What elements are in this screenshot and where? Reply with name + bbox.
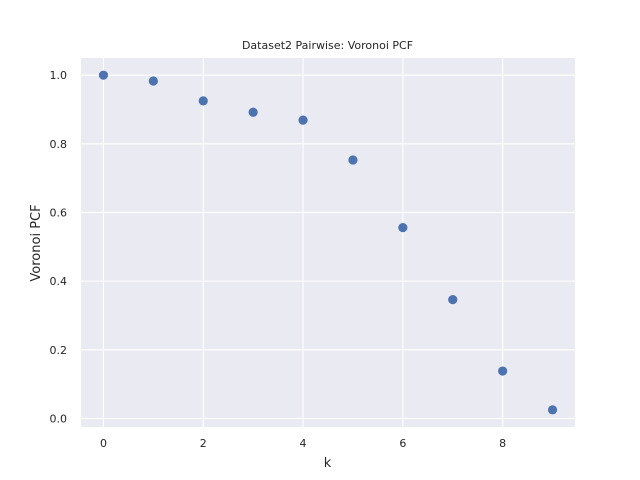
data-point bbox=[348, 155, 358, 165]
x-tick-label: 2 bbox=[200, 437, 207, 450]
y-tick-label: 0.2 bbox=[50, 344, 68, 357]
data-point bbox=[248, 107, 258, 117]
data-point bbox=[547, 405, 558, 415]
x-tick-label: 0 bbox=[100, 437, 107, 450]
plot-area bbox=[81, 58, 575, 427]
data-point bbox=[298, 115, 308, 125]
y-tick-label: 1.0 bbox=[50, 69, 68, 82]
x-ticks: 0 2 4 6 8 bbox=[100, 437, 506, 450]
data-point bbox=[148, 76, 158, 86]
y-tick-label: 0.0 bbox=[50, 412, 68, 425]
x-axis-label: k bbox=[324, 456, 332, 471]
y-tick-label: 0.8 bbox=[50, 138, 68, 151]
y-axis-label: Voronoi PCF bbox=[29, 204, 44, 281]
data-point bbox=[398, 222, 408, 233]
y-tick-label: 0.4 bbox=[50, 275, 68, 288]
y-tick-label: 0.6 bbox=[50, 206, 68, 219]
data-points bbox=[98, 70, 558, 415]
y-ticks: 0.0 0.2 0.4 0.6 0.8 1.0 bbox=[50, 69, 68, 425]
data-point bbox=[98, 70, 109, 80]
data-point bbox=[198, 96, 208, 106]
x-tick-label: 4 bbox=[300, 437, 307, 450]
data-point bbox=[498, 366, 508, 376]
x-tick-label: 8 bbox=[499, 437, 506, 450]
x-tick-label: 6 bbox=[399, 437, 406, 450]
data-point bbox=[448, 295, 458, 305]
chart-title: Dataset2 Pairwise: Voronoi PCF bbox=[242, 39, 413, 52]
